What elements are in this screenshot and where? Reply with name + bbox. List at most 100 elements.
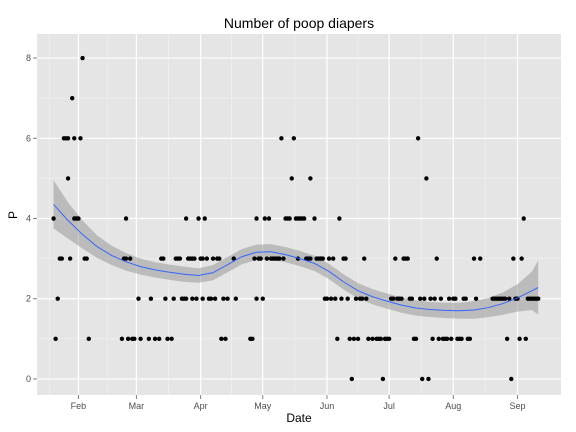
data-point: [438, 296, 444, 301]
data-point: [509, 376, 514, 382]
data-point: [478, 256, 483, 261]
data-point: [125, 336, 131, 342]
data-point: [312, 216, 317, 221]
data-point: [51, 216, 56, 221]
data-point: [330, 256, 336, 261]
data-point: [324, 296, 330, 301]
data-point: [252, 256, 257, 261]
data-point: [366, 336, 371, 342]
data-point: [204, 256, 210, 261]
data-point: [128, 256, 133, 261]
data-point: [223, 336, 228, 342]
data-point: [190, 296, 195, 301]
data-point: [453, 296, 458, 301]
data-point: [260, 296, 265, 301]
data-point: [424, 176, 429, 181]
data-point: [337, 216, 342, 221]
data-point: [349, 376, 355, 382]
data-point: [378, 336, 384, 342]
x-tick-label: Jun: [320, 401, 335, 411]
data-point: [254, 296, 259, 301]
data-point: [426, 376, 431, 382]
x-tick-label: Apr: [194, 401, 208, 411]
data-point: [250, 336, 255, 342]
data-point: [353, 296, 359, 301]
data-point: [339, 296, 344, 301]
data-point: [463, 296, 468, 301]
data-point: [523, 336, 528, 342]
data-point: [258, 256, 263, 261]
data-point: [351, 336, 357, 342]
data-point: [417, 296, 423, 301]
data-point: [370, 336, 375, 342]
data-point: [471, 256, 477, 261]
y-tick-label: 4: [26, 214, 31, 224]
data-point: [55, 296, 60, 301]
data-point: [504, 336, 510, 342]
data-point: [420, 376, 425, 382]
data-point: [519, 256, 524, 261]
x-tick-label: Mar: [129, 401, 145, 411]
data-point: [264, 256, 270, 261]
data-point: [308, 176, 313, 181]
data-point: [65, 176, 71, 181]
data-point: [254, 216, 259, 221]
data-point: [386, 336, 392, 342]
data-points: [51, 55, 541, 382]
x-tick-label: Jul: [383, 401, 395, 411]
data-point: [289, 176, 294, 181]
data-point: [163, 296, 168, 301]
data-point: [362, 256, 367, 261]
data-point: [72, 136, 77, 141]
data-point: [364, 296, 369, 301]
y-tick-label: 0: [26, 374, 31, 384]
data-point: [70, 95, 75, 101]
data-point: [301, 216, 307, 221]
data-point: [428, 296, 433, 301]
y-axis: 0 2 4 6 8: [26, 53, 37, 384]
x-tick-label: Feb: [71, 401, 87, 411]
data-point: [177, 256, 183, 261]
x-tick-label: Sep: [509, 401, 525, 411]
data-point: [511, 256, 516, 261]
y-tick-label: 8: [26, 53, 31, 63]
data-point: [76, 216, 81, 221]
data-point: [359, 296, 365, 301]
data-point: [65, 136, 71, 141]
data-point: [287, 216, 292, 221]
data-point: [473, 296, 479, 301]
data-point: [194, 296, 199, 301]
data-point: [225, 296, 230, 301]
data-point: [413, 336, 419, 342]
data-point: [148, 296, 154, 301]
data-point: [169, 336, 174, 342]
smooth-confidence-band: [53, 180, 539, 319]
data-point: [449, 336, 454, 342]
y-axis-label: P: [6, 211, 20, 219]
data-point: [59, 256, 65, 261]
data-point: [165, 336, 170, 342]
data-point: [347, 336, 352, 342]
data-point: [459, 336, 464, 342]
data-point: [161, 256, 166, 261]
data-point: [430, 336, 435, 342]
data-point: [208, 296, 214, 301]
plot-panel: [37, 34, 561, 395]
data-point: [333, 296, 338, 301]
data-point: [262, 216, 268, 221]
data-point: [152, 336, 158, 342]
y-tick-label: 6: [26, 133, 31, 143]
data-point: [345, 296, 350, 301]
data-point: [399, 296, 404, 301]
x-tick-label: Aug: [445, 401, 461, 411]
data-point: [409, 296, 415, 301]
data-point: [136, 296, 141, 301]
data-point: [123, 216, 129, 221]
data-point: [123, 256, 129, 261]
data-point: [335, 336, 340, 342]
x-axis: Feb Mar Apr May Jun Jul Aug Sep: [71, 395, 526, 411]
x-tick-label: May: [254, 401, 272, 411]
data-point: [343, 256, 348, 261]
data-point: [200, 256, 205, 261]
